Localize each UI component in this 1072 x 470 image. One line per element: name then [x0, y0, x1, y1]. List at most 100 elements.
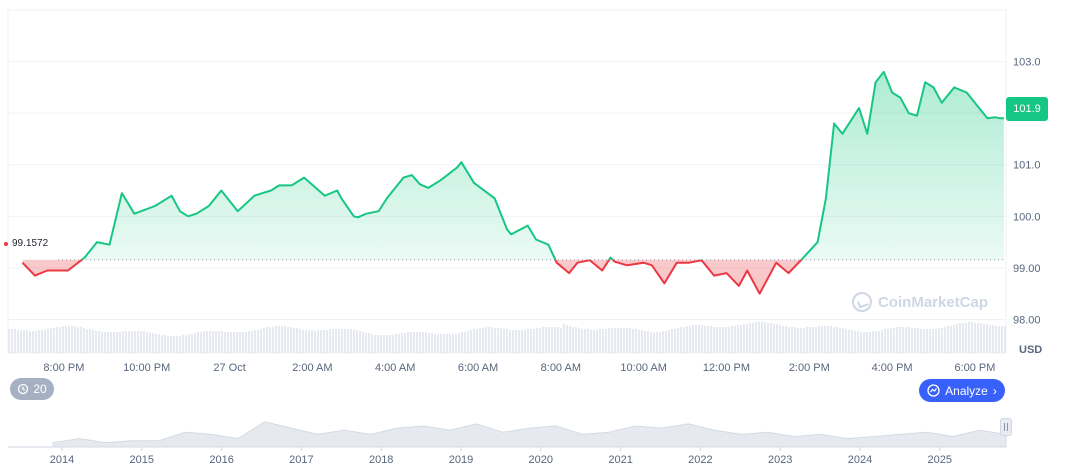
volume-bar: [98, 331, 100, 353]
volume-bar: [494, 328, 496, 353]
volume-bar: [863, 332, 865, 353]
x-tick-label: 8:00 AM: [541, 362, 581, 374]
volume-bar: [29, 331, 31, 353]
volume-bar: [887, 329, 889, 353]
volume-bar: [926, 329, 928, 353]
volume-bar: [956, 324, 958, 353]
volume-bar: [818, 326, 820, 353]
volume-bar: [656, 332, 658, 353]
x-tick-label: 10:00 PM: [123, 362, 170, 374]
volume-bar: [461, 332, 463, 353]
volume-bar: [980, 323, 982, 353]
navigator-tick-label: 2014: [50, 454, 74, 466]
volume-bar: [641, 330, 643, 353]
volume-bar: [644, 331, 646, 353]
volume-bar: [281, 326, 283, 353]
volume-bar: [815, 327, 817, 353]
volume-bar: [107, 332, 109, 353]
volume-bar: [500, 328, 502, 353]
volume-bar: [167, 336, 169, 353]
volume-bar: [266, 327, 268, 353]
watermark-text: CoinMarketCap: [878, 293, 989, 311]
volume-bar: [734, 326, 736, 353]
volume-bar: [653, 332, 655, 353]
volume-bar: [338, 329, 340, 353]
volume-bar: [350, 329, 352, 353]
volume-bar: [749, 323, 751, 353]
volume-bar: [95, 331, 97, 353]
volume-bar: [230, 332, 232, 353]
volume-bar: [920, 329, 922, 353]
volume-bar: [161, 335, 163, 353]
volume-bar: [770, 323, 772, 353]
volume-bar: [140, 331, 142, 353]
volume-bar: [410, 332, 412, 353]
volume-bar: [737, 325, 739, 353]
volume-bar: [605, 329, 607, 353]
volume-bar: [506, 329, 508, 353]
volume-bar: [332, 329, 334, 353]
volume-bar: [200, 332, 202, 353]
volume-bar: [683, 327, 685, 353]
volume-bar: [260, 329, 262, 353]
volume-bar: [959, 323, 961, 353]
volume-bar: [638, 330, 640, 353]
volume-bar: [842, 328, 844, 353]
volume-bar: [299, 329, 301, 353]
analyze-button[interactable]: Analyze ›: [919, 379, 1005, 402]
volume-bar: [404, 333, 406, 353]
volume-bar: [986, 324, 988, 353]
volume-bar: [932, 329, 934, 353]
volume-bar: [797, 328, 799, 353]
volume-bar: [320, 330, 322, 353]
volume-bar: [740, 325, 742, 353]
volume-bar: [983, 324, 985, 353]
volume-bar: [968, 322, 970, 353]
volume-bar: [599, 329, 601, 353]
volume-bar: [128, 331, 130, 353]
volume-bar: [758, 322, 760, 353]
volume-bar: [194, 333, 196, 353]
volume-bar: [467, 331, 469, 353]
volume-bar: [479, 328, 481, 353]
baseline-label: 99.1572: [4, 238, 48, 249]
volume-bar: [44, 330, 46, 353]
volume-bar: [611, 328, 613, 353]
volume-bar: [851, 330, 853, 353]
volume-bar: [326, 330, 328, 353]
volume-bar: [1001, 326, 1003, 353]
volume-bar: [971, 322, 973, 353]
history-button[interactable]: 20: [10, 378, 54, 400]
volume-bar: [515, 330, 517, 353]
history-icon: [18, 383, 29, 395]
navigator-range-handle[interactable]: [1000, 418, 1012, 436]
volume-bar: [437, 334, 439, 353]
y-tick-label: 103.0: [1013, 57, 1041, 69]
volume-bar: [941, 328, 943, 353]
volume-bar: [173, 336, 175, 353]
volume-bar: [293, 328, 295, 353]
volume-bar: [209, 331, 211, 353]
volume-bar: [677, 328, 679, 353]
coinmarketcap-logo-icon: [852, 292, 872, 312]
volume-bar: [218, 331, 220, 353]
volume-bar: [869, 332, 871, 353]
volume-bar: [278, 326, 280, 353]
volume-bar: [872, 331, 874, 353]
coinmarketcap-watermark: CoinMarketCap: [852, 292, 988, 312]
volume-bar: [392, 335, 394, 353]
volume-bar: [977, 323, 979, 353]
volume-bar: [377, 335, 379, 353]
volume-bar: [347, 329, 349, 353]
volume-bar: [722, 327, 724, 353]
volume-bar: [647, 331, 649, 353]
volume-bar: [659, 332, 661, 353]
volume-bar: [317, 330, 319, 353]
volume-bar: [575, 327, 577, 353]
volume-bar: [893, 328, 895, 353]
volume-bar: [380, 335, 382, 353]
volume-bar: [800, 328, 802, 353]
volume-bar: [914, 328, 916, 353]
volume-bar: [830, 326, 832, 353]
